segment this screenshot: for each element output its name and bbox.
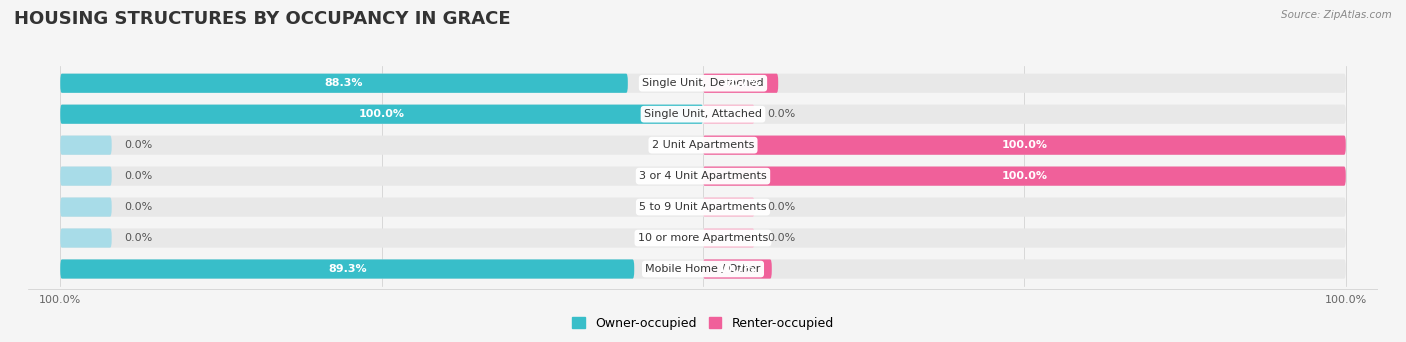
Text: 5 to 9 Unit Apartments: 5 to 9 Unit Apartments — [640, 202, 766, 212]
FancyBboxPatch shape — [703, 260, 772, 279]
FancyBboxPatch shape — [60, 260, 1346, 279]
FancyBboxPatch shape — [60, 167, 1346, 186]
Text: 0.0%: 0.0% — [125, 140, 153, 150]
Text: Mobile Home / Other: Mobile Home / Other — [645, 264, 761, 274]
Text: 0.0%: 0.0% — [768, 202, 796, 212]
Text: 3 or 4 Unit Apartments: 3 or 4 Unit Apartments — [640, 171, 766, 181]
Text: 11.7%: 11.7% — [721, 78, 759, 88]
FancyBboxPatch shape — [60, 197, 111, 217]
Text: 0.0%: 0.0% — [125, 233, 153, 243]
FancyBboxPatch shape — [60, 74, 1346, 93]
Text: Source: ZipAtlas.com: Source: ZipAtlas.com — [1281, 10, 1392, 20]
FancyBboxPatch shape — [60, 135, 1346, 155]
Text: 88.3%: 88.3% — [325, 78, 363, 88]
Text: 0.0%: 0.0% — [768, 109, 796, 119]
FancyBboxPatch shape — [60, 105, 703, 124]
Text: 0.0%: 0.0% — [768, 233, 796, 243]
FancyBboxPatch shape — [60, 197, 1346, 217]
FancyBboxPatch shape — [60, 228, 1346, 248]
Legend: Owner-occupied, Renter-occupied: Owner-occupied, Renter-occupied — [568, 312, 838, 335]
Text: 100.0%: 100.0% — [1001, 171, 1047, 181]
FancyBboxPatch shape — [703, 167, 1346, 186]
FancyBboxPatch shape — [703, 197, 755, 217]
Text: Single Unit, Detached: Single Unit, Detached — [643, 78, 763, 88]
Text: 100.0%: 100.0% — [1001, 140, 1047, 150]
Text: 0.0%: 0.0% — [125, 171, 153, 181]
Text: 0.0%: 0.0% — [125, 202, 153, 212]
Text: 89.3%: 89.3% — [328, 264, 367, 274]
FancyBboxPatch shape — [60, 135, 111, 155]
FancyBboxPatch shape — [60, 260, 634, 279]
Text: 100.0%: 100.0% — [359, 109, 405, 119]
FancyBboxPatch shape — [703, 135, 1346, 155]
Text: 10.7%: 10.7% — [718, 264, 756, 274]
FancyBboxPatch shape — [60, 74, 628, 93]
FancyBboxPatch shape — [60, 105, 1346, 124]
FancyBboxPatch shape — [60, 228, 111, 248]
Text: 2 Unit Apartments: 2 Unit Apartments — [652, 140, 754, 150]
Text: HOUSING STRUCTURES BY OCCUPANCY IN GRACE: HOUSING STRUCTURES BY OCCUPANCY IN GRACE — [14, 10, 510, 28]
FancyBboxPatch shape — [703, 105, 755, 124]
Text: Single Unit, Attached: Single Unit, Attached — [644, 109, 762, 119]
FancyBboxPatch shape — [703, 74, 778, 93]
Text: 10 or more Apartments: 10 or more Apartments — [638, 233, 768, 243]
FancyBboxPatch shape — [60, 167, 111, 186]
FancyBboxPatch shape — [703, 228, 755, 248]
